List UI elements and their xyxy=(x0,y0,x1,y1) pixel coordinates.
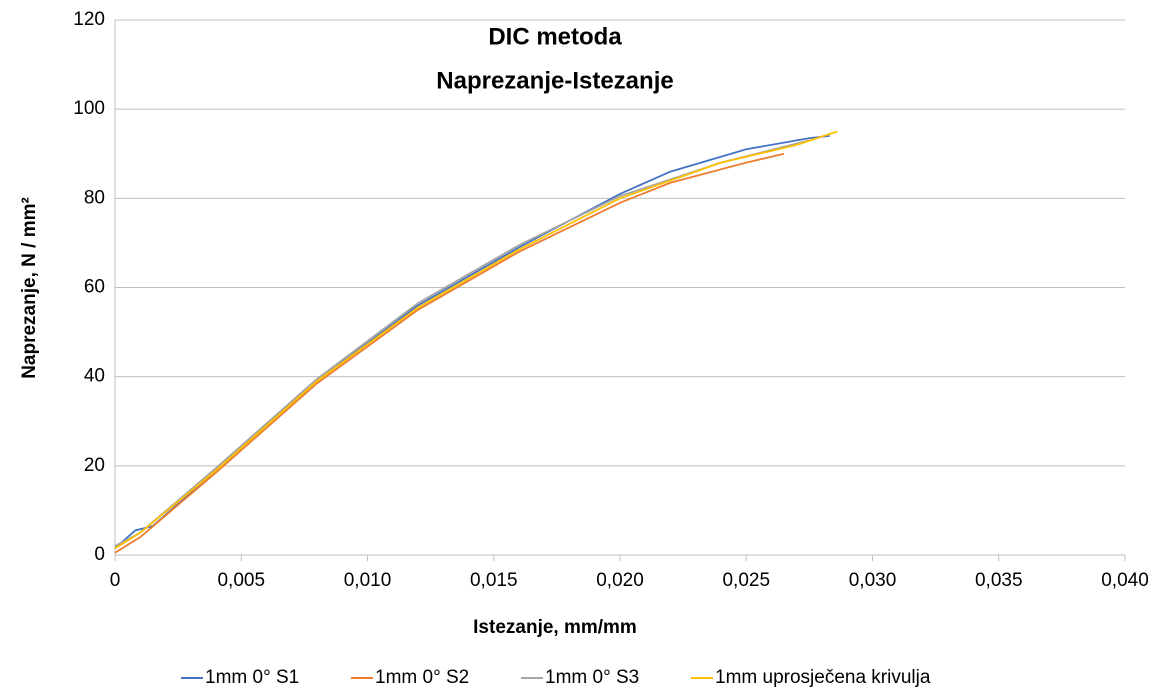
y-tick-label: 60 xyxy=(84,277,105,298)
x-tick-label: 0,020 xyxy=(596,570,644,591)
chart-title: DIC metoda xyxy=(488,23,622,50)
x-tick-label: 0,040 xyxy=(1101,570,1149,591)
legend-label: 1mm 0° S2 xyxy=(375,667,469,688)
y-axis-label: Naprezanje, N / mm² xyxy=(19,197,40,379)
series-line xyxy=(114,130,838,550)
x-tick-label: 0 xyxy=(110,570,121,591)
chart-subtitle: Naprezanje-Istezanje xyxy=(436,67,673,94)
y-tick-label: 20 xyxy=(84,455,105,476)
legend-label: 1mm 0° S1 xyxy=(205,667,299,688)
x-tick-label: 0,015 xyxy=(470,570,518,591)
series-line xyxy=(114,152,785,554)
x-tick-label: 0,030 xyxy=(849,570,897,591)
x-tick-label: 0,025 xyxy=(722,570,770,591)
y-tick-label: 120 xyxy=(73,9,105,30)
y-tick-label: 80 xyxy=(84,187,105,208)
x-tick-label: 0,005 xyxy=(217,570,265,591)
legend-label: 1mm uprosječena krivulja xyxy=(715,667,931,688)
series-line xyxy=(114,135,830,549)
x-axis-label: Istezanje, mm/mm xyxy=(473,617,637,638)
legend-label: 1mm 0° S3 xyxy=(545,667,639,688)
y-tick-label: 40 xyxy=(84,366,105,387)
x-tick-label: 0,035 xyxy=(975,570,1023,591)
x-tick-label: 0,010 xyxy=(344,570,392,591)
series-line xyxy=(114,139,810,547)
y-tick-label: 0 xyxy=(94,544,105,565)
y-tick-label: 100 xyxy=(73,98,105,119)
